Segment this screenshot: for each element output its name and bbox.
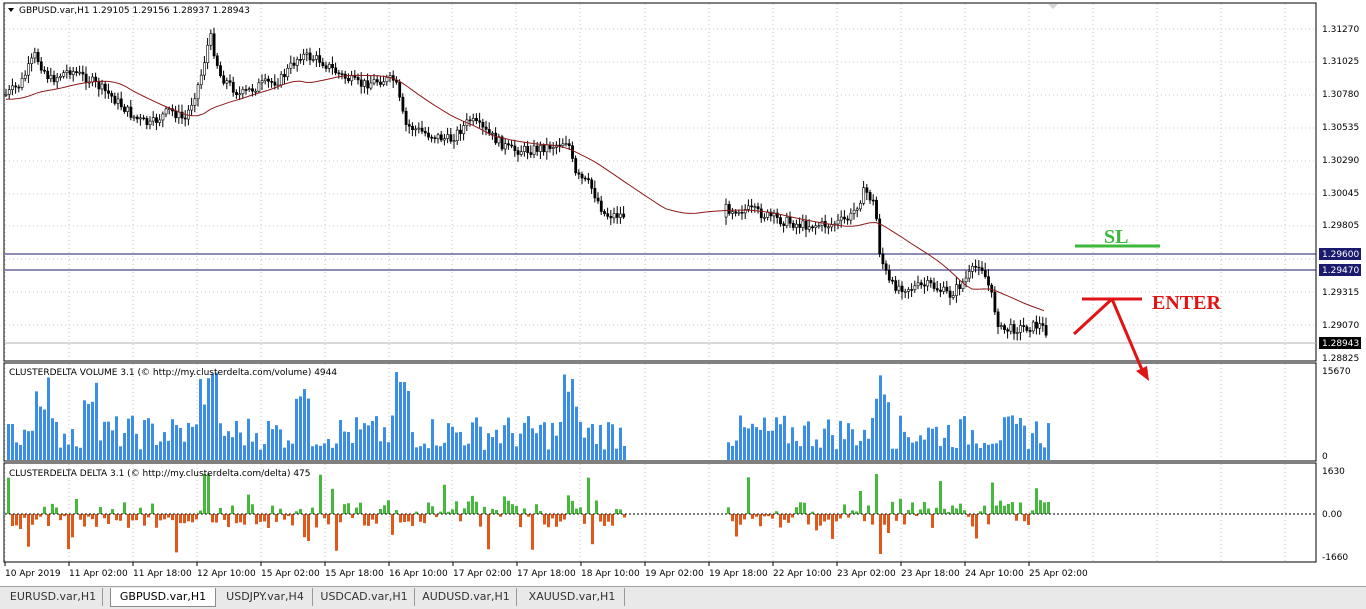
time-tick: 15 Apr 18:00: [325, 569, 384, 579]
time-tick: 19 Apr 18:00: [709, 569, 768, 579]
main-grid: [4, 4, 1316, 360]
symbol-tabs: EURUSD.var,H1 GBPUSD.var,H1 USDJPY.var,H…: [0, 586, 1366, 609]
scroll-shift-icon[interactable]: [1048, 4, 1058, 9]
time-tick: 19 Apr 02:00: [645, 569, 704, 579]
price-tick: 1.31025: [1322, 57, 1359, 67]
time-axis: 10 Apr 2019 11 Apr 02:00 11 Apr 18:00 12 Ap…: [4, 562, 1088, 579]
trading-chart[interactable]: GBPUSD.var,H1 1.29105 1.29156 1.28937 1.…: [0, 0, 1366, 586]
delta-tick: 1630: [1322, 467, 1345, 477]
time-tick: 22 Apr 10:00: [773, 569, 832, 579]
price-tick: 1.30290: [1322, 156, 1359, 166]
tab-xauusd[interactable]: XAUUSD.var,H1: [520, 588, 625, 606]
main-chart-title: GBPUSD.var,H1 1.29105 1.29156 1.28937 1.…: [19, 6, 250, 16]
volume-tick: 15670: [1322, 367, 1351, 377]
price-tick: 1.30535: [1322, 123, 1359, 133]
time-tick: 10 Apr 2019: [5, 569, 61, 579]
time-tick: 18 Apr 10:00: [581, 569, 640, 579]
price-axis: 1.31270 1.31025 1.30780 1.30535 1.30290 …: [1322, 25, 1359, 364]
price-tick: 1.30780: [1322, 90, 1359, 100]
entry-price-tag: [1319, 264, 1361, 276]
price-tick: 1.31270: [1322, 25, 1359, 35]
volume-tick: 0: [1322, 452, 1328, 462]
time-tick: 17 Apr 02:00: [453, 569, 512, 579]
price-tick: 1.29070: [1322, 321, 1359, 331]
enter-arrow-icon[interactable]: [1072, 297, 1149, 381]
time-tick: 16 Apr 10:00: [389, 569, 448, 579]
delta-bars: [7, 474, 1050, 554]
current-price-label: 1.28943: [1322, 339, 1359, 349]
time-tick: 23 Apr 02:00: [837, 569, 896, 579]
sl-price-label: 1.29600: [1322, 250, 1359, 260]
time-tick: 23 Apr 18:00: [901, 569, 960, 579]
volume-title: CLUSTERDELTA VOLUME 3.1 (© http://my.clu…: [9, 368, 337, 378]
moving-average-line: [5, 74, 1045, 312]
price-tick: 1.28825: [1322, 354, 1359, 364]
price-tick: 1.29805: [1322, 221, 1359, 231]
current-price-tag: [1319, 337, 1361, 349]
time-tick: 11 Apr 02:00: [69, 569, 128, 579]
price-tick: 1.29315: [1322, 288, 1359, 298]
time-tick: 24 Apr 10:00: [965, 569, 1024, 579]
main-chart-pane[interactable]: [3, 2, 1317, 362]
tab-audusd[interactable]: AUDUSD.var,H1: [416, 588, 517, 606]
delta-tick: -1660: [1322, 553, 1348, 563]
enter-annotation: ENTER: [1152, 292, 1221, 314]
price-tick: 1.30045: [1322, 189, 1359, 199]
tab-usdjpy[interactable]: USDJPY.var,H4: [218, 588, 313, 606]
candlesticks: [4, 27, 1048, 341]
entry-price-label: 1.29470: [1322, 266, 1359, 276]
time-tick: 12 Apr 10:00: [197, 569, 256, 579]
delta-title: CLUSTERDELTA DELTA 3.1 (© http://my.clus…: [9, 469, 311, 479]
tab-eurusd[interactable]: EURUSD.var,H1: [4, 588, 103, 606]
time-tick: 15 Apr 02:00: [261, 569, 320, 579]
delta-pane[interactable]: [3, 462, 1317, 563]
tab-usdcad[interactable]: USDCAD.var,H1: [314, 588, 415, 606]
sl-annotation: SL: [1104, 226, 1128, 248]
volume-bars: [7, 372, 1050, 460]
time-tick: 25 Apr 02:00: [1029, 569, 1088, 579]
tab-gbpusd[interactable]: GBPUSD.var,H1: [110, 588, 216, 607]
time-tick: 11 Apr 18:00: [133, 569, 192, 579]
menu-triangle-icon[interactable]: [8, 8, 14, 12]
time-tick: 17 Apr 18:00: [517, 569, 576, 579]
sl-price-tag: [1319, 248, 1361, 260]
volume-pane[interactable]: [3, 362, 1317, 462]
delta-tick: 0.00: [1322, 510, 1342, 520]
